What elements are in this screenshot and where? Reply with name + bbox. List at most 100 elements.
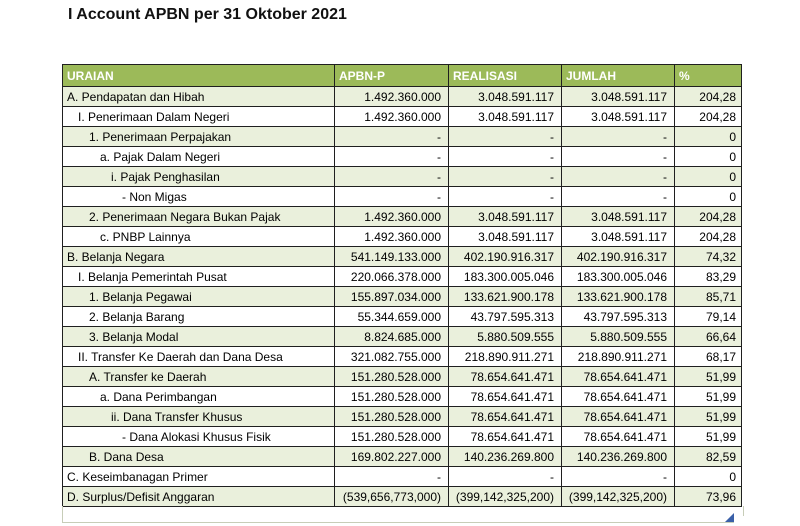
cell-apbnp: (539,656,773,000) — [334, 486, 449, 507]
table-row: B. Dana Desa 169.802.227.000 140.236.269.8… — [62, 446, 742, 467]
cell-jumlah: 3.048.591.117 — [561, 206, 675, 227]
cell-apbnp: 220.066.378.000 — [334, 266, 449, 287]
cell-jumlah: 43.797.595.313 — [561, 306, 675, 327]
cell-apbnp: 8.824.685.000 — [334, 326, 449, 347]
table-row: c. PNBP Lainnya 1.492.360.000 3.048.591.11… — [62, 226, 742, 247]
cell-apbnp: - — [334, 466, 449, 487]
table-row: D. Surplus/Defisit Anggaran (539,656,773,… — [62, 486, 742, 507]
cell-jumlah: - — [561, 126, 675, 147]
cell-realisasi: 3.048.591.117 — [448, 226, 562, 247]
cell-pct: 0 — [674, 466, 742, 487]
cell-jumlah: - — [561, 186, 675, 207]
cell-jumlah: 3.048.591.117 — [561, 226, 675, 247]
cell-jumlah: (399,142,325,200) — [561, 486, 675, 507]
cell-realisasi: 183.300.005.046 — [448, 266, 562, 287]
table-row: - Non Migas - - -0 — [62, 186, 742, 207]
cell-realisasi: - — [448, 466, 562, 487]
cell-uraian: 1. Belanja Pegawai — [62, 286, 335, 307]
column-header-realisasi: REALISASI — [448, 64, 562, 87]
column-header-pct: % — [674, 64, 742, 87]
cell-jumlah: - — [561, 466, 675, 487]
table-row: I. Belanja Pemerintah Pusat 220.066.378.0… — [62, 266, 742, 287]
table-row: 1. Penerimaan Perpajakan - - -0 — [62, 126, 742, 147]
cell-apbnp: 55.344.659.000 — [334, 306, 449, 327]
cell-realisasi: 78.654.641.471 — [448, 426, 562, 447]
cell-pct: 51,99 — [674, 426, 742, 447]
cell-pct: 0 — [674, 146, 742, 167]
table-row: I. Penerimaan Dalam Negeri 1.492.360.000 3… — [62, 106, 742, 127]
cell-pct: 73,96 — [674, 486, 742, 507]
cell-uraian: A. Pendapatan dan Hibah — [62, 86, 335, 107]
cell-realisasi: 78.654.641.471 — [448, 366, 562, 387]
table-row: a. Dana Perimbangan 151.280.528.000 78.654… — [62, 386, 742, 407]
cell-jumlah: 402.190.916.317 — [561, 246, 675, 267]
cell-realisasi: 133.621.900.178 — [448, 286, 562, 307]
cell-jumlah: 78.654.641.471 — [561, 426, 675, 447]
cell-apbnp: 151.280.528.000 — [334, 426, 449, 447]
cell-jumlah: 183.300.005.046 — [561, 266, 675, 287]
cell-apbnp: 1.492.360.000 — [334, 106, 449, 127]
cell-pct: 0 — [674, 186, 742, 207]
cell-uraian: 2. Belanja Barang — [62, 306, 335, 327]
cell-jumlah: 218.890.911.271 — [561, 346, 675, 367]
cell-apbnp: 1.492.360.000 — [334, 226, 449, 247]
sheet-edge-right — [743, 506, 744, 516]
cell-jumlah: 3.048.591.117 — [561, 106, 675, 127]
table-row: 1. Belanja Pegawai 155.897.034.000 133.621… — [62, 286, 742, 307]
cell-realisasi: - — [448, 126, 562, 147]
apbn-table[interactable]: URAIAN APBN-P REALISASI JUMLAH % A. Pend… — [62, 64, 742, 507]
cell-pct: 0 — [674, 126, 742, 147]
cell-uraian: C. Keseimbanagan Primer — [62, 466, 335, 487]
cell-realisasi: 3.048.591.117 — [448, 106, 562, 127]
cell-realisasi: 140.236.269.800 — [448, 446, 562, 467]
cell-apbnp: 541.149.133.000 — [334, 246, 449, 267]
cell-pct: 51,99 — [674, 406, 742, 427]
cell-jumlah: 3.048.591.117 — [561, 86, 675, 107]
cell-uraian: - Non Migas — [62, 186, 335, 207]
cell-uraian: a. Pajak Dalam Negeri — [62, 146, 335, 167]
cell-pct: 204,28 — [674, 86, 742, 107]
cell-uraian: ii. Dana Transfer Khusus — [62, 406, 335, 427]
column-header-jumlah: JUMLAH — [561, 64, 675, 87]
cell-pct: 204,28 — [674, 206, 742, 227]
cell-uraian: - Dana Alokasi Khusus Fisik — [62, 426, 335, 447]
table-row: i. Pajak Penghasilan - - -0 — [62, 166, 742, 187]
cell-uraian: 2. Penerimaan Negara Bukan Pajak — [62, 206, 335, 227]
cell-jumlah: 133.621.900.178 — [561, 286, 675, 307]
cell-apbnp: - — [334, 146, 449, 167]
resize-corner-icon[interactable] — [725, 513, 734, 522]
table-row: a. Pajak Dalam Negeri - - -0 — [62, 146, 742, 167]
table-row: A. Transfer ke Daerah 151.280.528.000 78.6… — [62, 366, 742, 387]
cell-realisasi: 78.654.641.471 — [448, 386, 562, 407]
cell-realisasi: 5.880.509.555 — [448, 326, 562, 347]
cell-uraian: B. Belanja Negara — [62, 246, 335, 267]
cell-jumlah: 5.880.509.555 — [561, 326, 675, 347]
cell-realisasi: 3.048.591.117 — [448, 206, 562, 227]
cell-realisasi: (399,142,325,200) — [448, 486, 562, 507]
cell-jumlah: - — [561, 166, 675, 187]
table-row: C. Keseimbanagan Primer - - -0 — [62, 466, 742, 487]
cell-pct: 74,32 — [674, 246, 742, 267]
cell-realisasi: 78.654.641.471 — [448, 406, 562, 427]
table-row: B. Belanja Negara 541.149.133.000 402.190.… — [62, 246, 742, 267]
cell-realisasi: 3.048.591.117 — [448, 86, 562, 107]
cell-apbnp: 155.897.034.000 — [334, 286, 449, 307]
cell-uraian: a. Dana Perimbangan — [62, 386, 335, 407]
column-header-apbnp: APBN-P — [334, 64, 449, 87]
cell-realisasi: - — [448, 166, 562, 187]
cell-pct: 82,59 — [674, 446, 742, 467]
cell-uraian: I. Penerimaan Dalam Negeri — [62, 106, 335, 127]
cell-realisasi: 402.190.916.317 — [448, 246, 562, 267]
cell-jumlah: 78.654.641.471 — [561, 366, 675, 387]
cell-realisasi: 218.890.911.271 — [448, 346, 562, 367]
table-row: 3. Belanja Modal 8.824.685.000 5.880.509.5… — [62, 326, 742, 347]
cell-uraian: D. Surplus/Defisit Anggaran — [62, 486, 335, 507]
cell-uraian: c. PNBP Lainnya — [62, 226, 335, 247]
cell-pct: 66,64 — [674, 326, 742, 347]
cell-pct: 204,28 — [674, 106, 742, 127]
cell-uraian: i. Pajak Penghasilan — [62, 166, 335, 187]
cell-pct: 79,14 — [674, 306, 742, 327]
cell-uraian: 3. Belanja Modal — [62, 326, 335, 347]
column-header-uraian: URAIAN — [62, 64, 335, 87]
cell-jumlah: - — [561, 146, 675, 167]
